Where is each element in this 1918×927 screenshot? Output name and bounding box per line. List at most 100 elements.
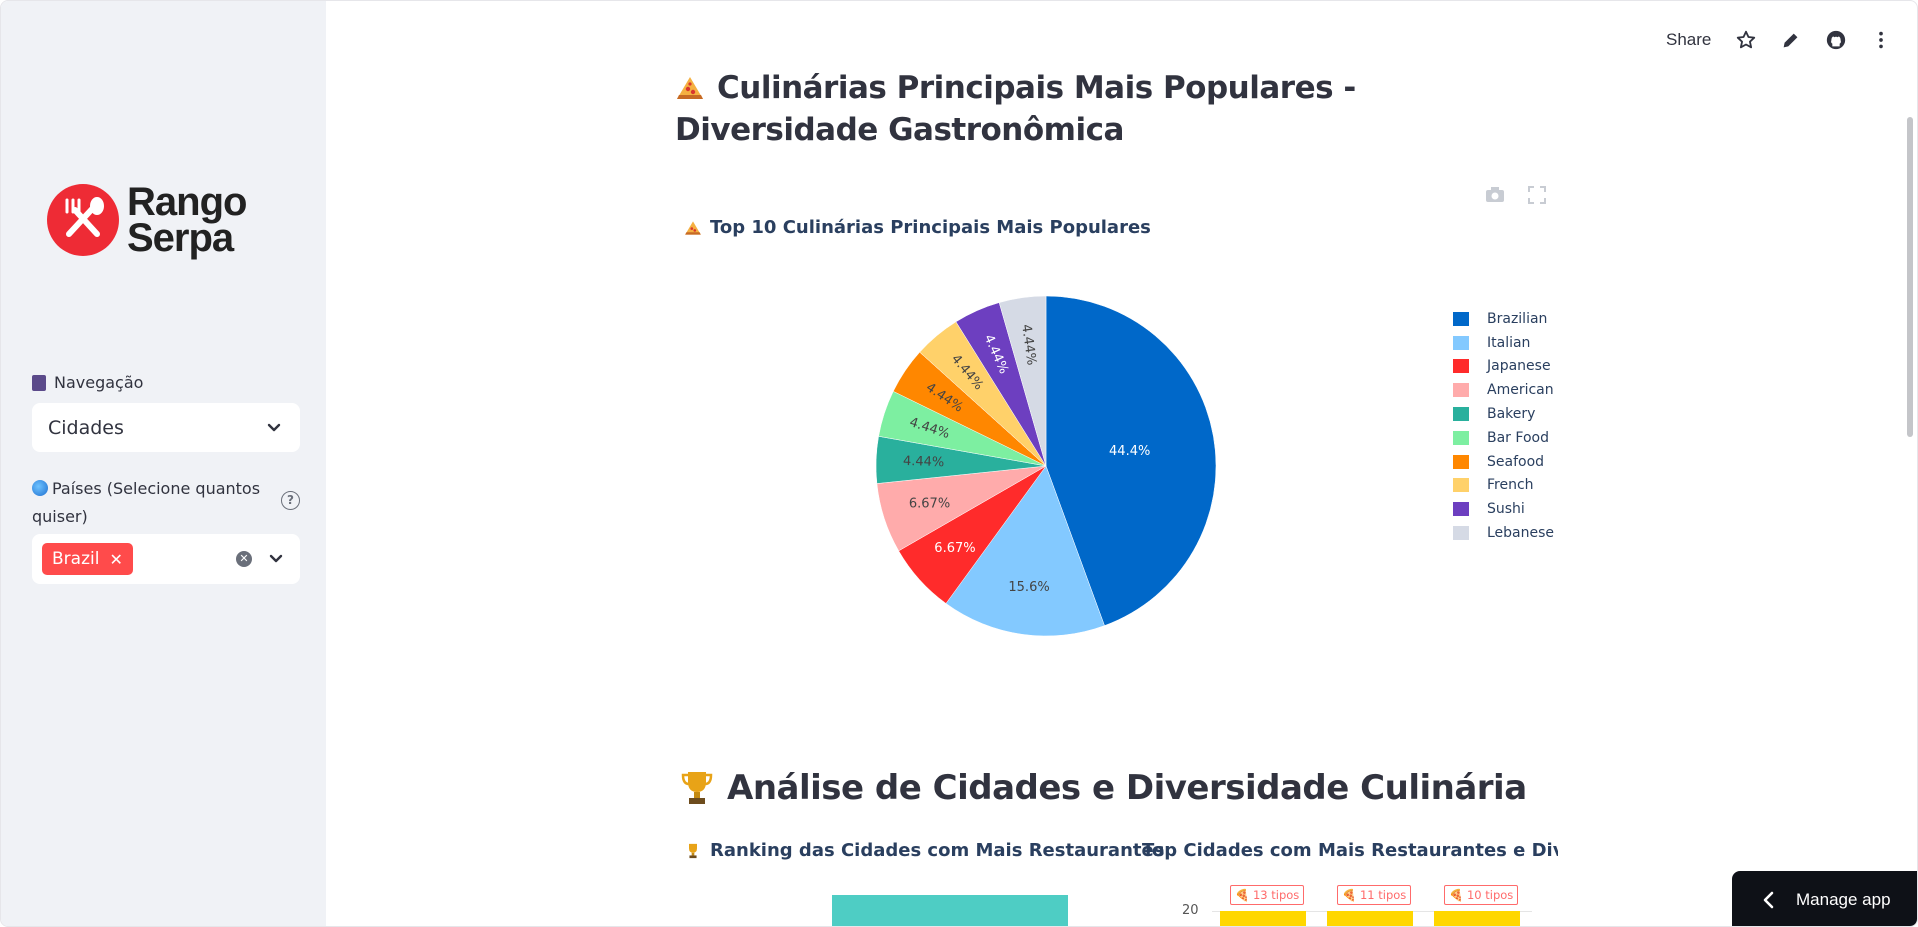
ranking-title: Ranking das Cidades com Mais Restaurante… [684, 840, 1164, 861]
legend-swatch [1453, 335, 1469, 350]
legend-item[interactable]: Seafood [1453, 450, 1554, 474]
legend-item[interactable]: American [1453, 378, 1554, 402]
chart-title-text: Top 10 Culinárias Principais Mais Popula… [710, 217, 1151, 238]
ranking-bar [832, 895, 1068, 926]
remove-tag-icon[interactable]: ✕ [109, 549, 123, 569]
legend-item[interactable]: French [1453, 474, 1554, 498]
chevron-down-icon[interactable] [266, 549, 286, 569]
legend-label: Seafood [1487, 453, 1545, 470]
diversity-title: Top Cidades com Mais Restaurantes e Dive… [1134, 840, 1558, 861]
nav-label: Navegação [32, 373, 143, 392]
legend-label: Italian [1487, 334, 1531, 351]
diversity-bar [1220, 911, 1306, 926]
bar-label: 🍕 10 tipos [1444, 885, 1519, 905]
page-title: Culinárias Principais Mais Populares - D… [675, 67, 1495, 151]
legend-item[interactable]: Brazilian [1453, 307, 1554, 331]
legend-swatch [1453, 407, 1469, 422]
chevron-left-icon [1763, 891, 1774, 908]
legend-item[interactable]: Sushi [1453, 497, 1554, 521]
nav-select[interactable]: Cidades [32, 403, 300, 452]
legend-item[interactable]: Bar Food [1453, 426, 1554, 450]
help-icon[interactable]: ? [281, 491, 300, 510]
legend-item[interactable]: Japanese [1453, 355, 1554, 379]
country-tag: Brazil ✕ [42, 543, 133, 575]
legend-swatch [1453, 311, 1469, 326]
legend-swatch [1453, 478, 1469, 493]
pie-slice-label: 4.44% [903, 454, 945, 470]
pizza-icon [677, 77, 703, 99]
pie-slice-lebanese[interactable] [998, 295, 1047, 467]
legend-swatch [1453, 359, 1469, 374]
edit-icon[interactable] [1780, 29, 1802, 51]
fullscreen-icon[interactable] [1527, 186, 1547, 204]
pie-chart-svg: 44.4%15.6%6.67%6.67%4.44%4.44%4.44%4.44%… [875, 295, 1217, 637]
diversity-title-text: Top Cidades com Mais Restaurantes e Dive… [1142, 840, 1558, 861]
clear-all-icon[interactable]: ✕ [236, 551, 252, 567]
country-tag-label: Brazil [52, 549, 100, 569]
legend-label: Bar Food [1487, 429, 1549, 446]
pie-slice-label: 15.6% [1008, 580, 1049, 595]
legend-label: Sushi [1487, 501, 1525, 518]
pie-slice-label: 6.67% [909, 497, 950, 512]
manage-app-label: Manage app [1796, 889, 1891, 909]
legend-label: Japanese [1487, 358, 1551, 375]
legend-swatch [1453, 526, 1469, 541]
logo-line2: Serpa [127, 216, 234, 260]
legend-item[interactable]: Lebanese [1453, 521, 1554, 545]
logo-line1: Rango [127, 180, 247, 224]
countries-label: Países (Selecione quantos quiser) [32, 475, 262, 531]
pie-slice-label: 44.4% [1109, 444, 1150, 459]
countries-multiselect[interactable]: Brazil ✕ ✕ [32, 534, 300, 584]
globe-icon [32, 480, 48, 496]
legend-swatch [1453, 502, 1469, 517]
bar-label: 🍕 11 tipos [1337, 885, 1412, 905]
trophy-icon [681, 772, 713, 804]
star-icon[interactable] [1735, 29, 1757, 51]
chevron-down-icon [267, 423, 281, 431]
abacus-icon [32, 374, 46, 391]
nav-label-text: Navegação [54, 373, 144, 392]
legend-label: Brazilian [1487, 310, 1548, 327]
legend-swatch [1453, 383, 1469, 398]
diversity-bar [1327, 911, 1413, 926]
legend-swatch [1453, 430, 1469, 445]
legend-swatch [1453, 454, 1469, 469]
pie-slice-label: 4.44% [1018, 323, 1039, 366]
pie-slice-brazilian[interactable] [1045, 295, 1217, 626]
section-title: Análise de Cidades e Diversidade Culinár… [681, 768, 1527, 808]
countries-label-text: Países (Selecione quantos quiser) [32, 479, 261, 526]
pie-slice-label: 6.67% [934, 541, 975, 556]
chart-legend: Brazilian Italian Japanese American Bakery Ba… [1453, 307, 1554, 545]
sidebar: Rango Serpa Navegação Cidades Países (Se… [1, 1, 326, 926]
legend-label: Lebanese [1487, 525, 1555, 542]
header-actions: Share [1666, 29, 1915, 51]
page-title-text: Culinárias Principais Mais Populares - D… [675, 70, 1356, 148]
legend-label: Bakery [1487, 406, 1536, 423]
share-button[interactable]: Share [1666, 30, 1712, 49]
chart-toolbar [1485, 186, 1547, 204]
scrollbar[interactable] [1907, 117, 1913, 437]
legend-item[interactable]: Bakery [1453, 402, 1554, 426]
ranking-title-text: Ranking das Cidades com Mais Restaurante… [710, 840, 1165, 861]
pie-chart: 44.4% 15.6% 6.67% 6.67% 4.44% 4.44% 4.44% 4.44%… [871, 291, 1221, 641]
legend-label: French [1487, 477, 1534, 494]
logo: Rango Serpa [47, 180, 247, 260]
nav-select-value: Cidades [48, 416, 124, 439]
chart-title: Top 10 Culinárias Principais Mais Popula… [684, 217, 1151, 238]
diversity-bar [1434, 911, 1520, 926]
logo-mark-icon [47, 184, 119, 256]
logo-text: Rango Serpa [127, 180, 247, 260]
section-title-text: Análise de Cidades e Diversidade Culinár… [727, 768, 1527, 808]
pizza-icon [685, 220, 701, 235]
trophy-icon [689, 843, 697, 858]
legend-label: American [1487, 382, 1554, 399]
bar-label: 🍕 13 tipos [1230, 885, 1305, 905]
more-vertical-icon[interactable] [1870, 29, 1892, 51]
github-icon[interactable] [1825, 29, 1847, 51]
manage-app-button[interactable]: Manage app [1732, 871, 1917, 926]
pie-slice-italian[interactable] [945, 465, 1105, 637]
camera-icon[interactable] [1485, 186, 1505, 204]
y-tick-label: 20 [1182, 903, 1199, 918]
legend-item[interactable]: Italian [1453, 331, 1554, 355]
